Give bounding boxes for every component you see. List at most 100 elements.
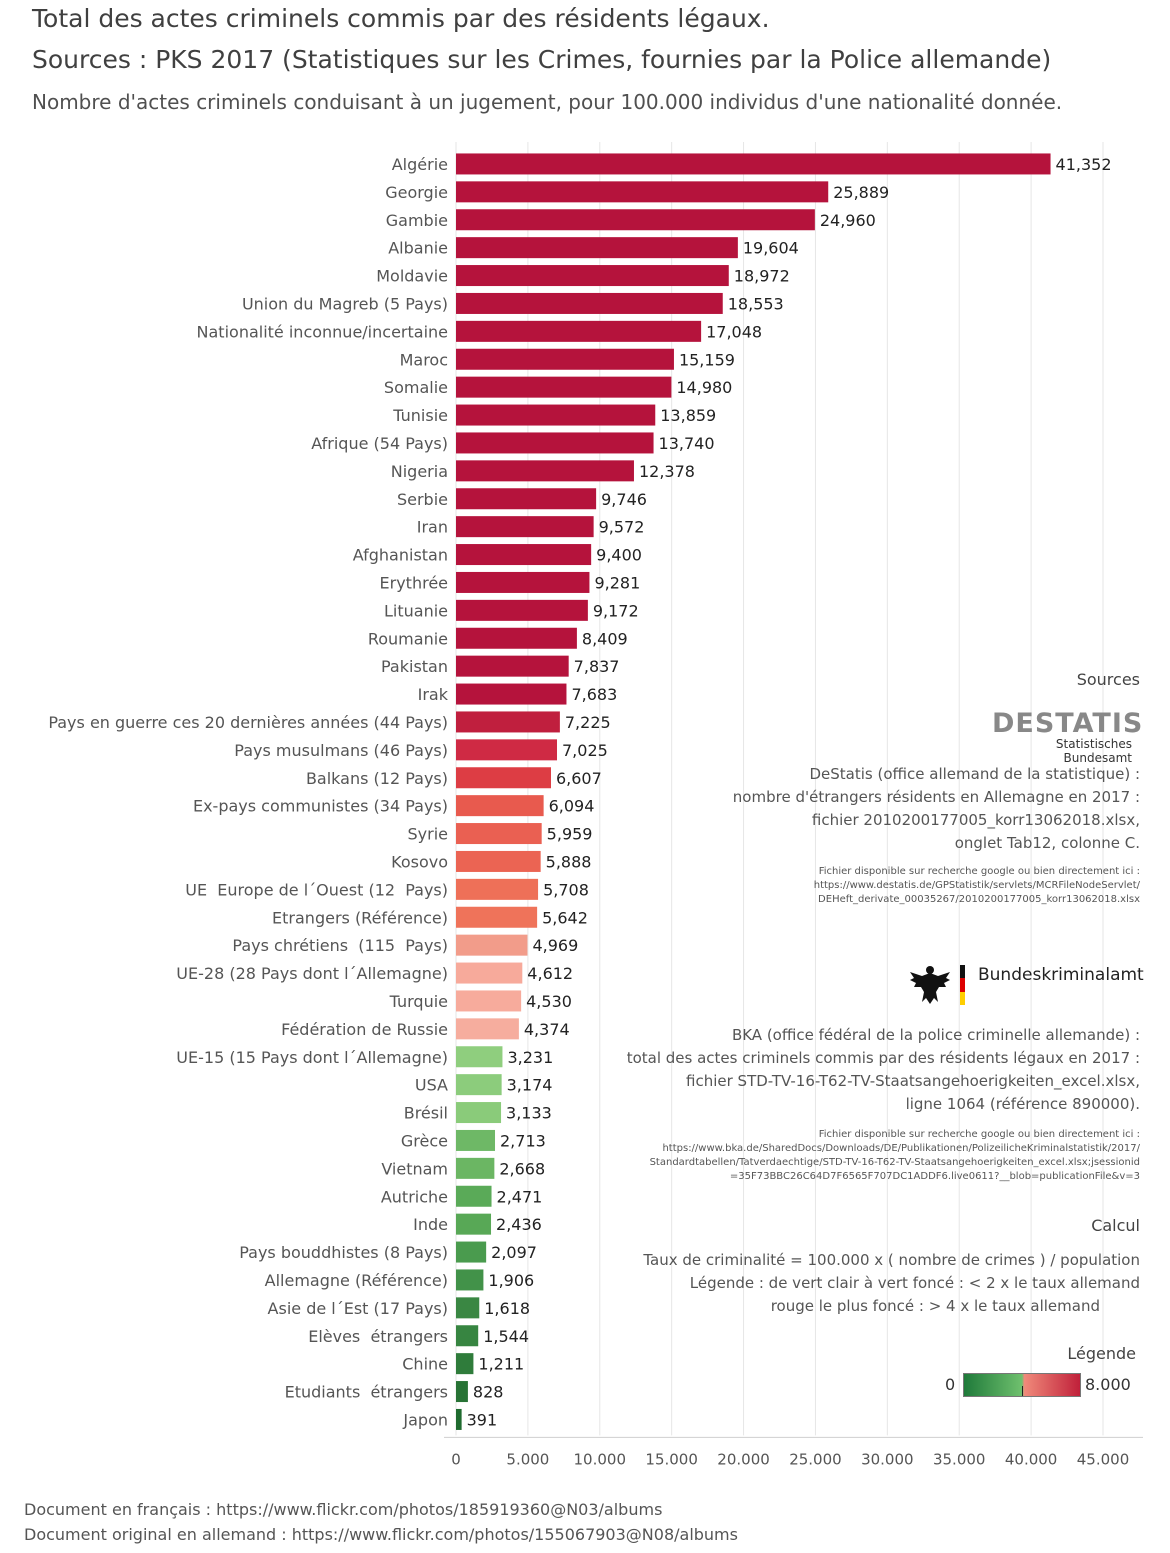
bar xyxy=(456,655,569,677)
legend-min-label: 0 xyxy=(945,1375,956,1394)
bar xyxy=(456,711,560,733)
bar xyxy=(456,237,738,259)
category-label: UE-15 (15 Pays dont l´Allemagne) xyxy=(176,1048,448,1067)
destatis-line: onglet Tab12, colonne C. xyxy=(954,834,1140,852)
bar xyxy=(456,1269,484,1291)
bar-chart: Algérie 41,352 Georgie 25,889 Gambie 24,960 Al… xyxy=(48,142,1143,1490)
category-label: Irak xyxy=(418,685,449,704)
category-label: Gambie xyxy=(386,211,448,230)
category-label: Japon xyxy=(402,1410,448,1429)
destatis-description: DeStatis (office allemand de la statisti… xyxy=(733,763,1140,855)
bka-url[interactable]: https://www.bka.de/SharedDocs/Downloads/… xyxy=(662,1143,1140,1154)
bar xyxy=(456,1325,479,1347)
value-label: 5,708 xyxy=(543,880,589,899)
category-label: Vietnam xyxy=(381,1159,448,1178)
category-label: Balkans (12 Pays) xyxy=(306,769,448,788)
category-label: Elèves étrangers xyxy=(308,1327,448,1346)
bka-line: total des actes criminels commis par des… xyxy=(626,1049,1140,1067)
footer-french-link[interactable]: Document en français : https://www.flick… xyxy=(24,1500,663,1519)
bar xyxy=(456,599,588,621)
bar xyxy=(456,795,544,817)
bka-logo-text: Bundeskriminalamt xyxy=(978,965,1144,985)
value-label: 4,969 xyxy=(532,936,578,955)
value-label: 2,471 xyxy=(497,1187,543,1206)
bar xyxy=(456,209,815,231)
sources-heading: Sources xyxy=(1076,670,1140,689)
value-label: 2,668 xyxy=(499,1159,545,1178)
bar xyxy=(456,934,528,956)
value-label: 17,048 xyxy=(706,322,762,341)
x-tick-label: 25.000 xyxy=(789,1450,842,1468)
footer-german-link[interactable]: Document original en allemand : https://… xyxy=(24,1525,738,1544)
value-label: 3,133 xyxy=(506,1104,552,1123)
category-label: Ex-pays communistes (34 Pays) xyxy=(193,797,448,816)
value-label: 7,683 xyxy=(571,685,617,704)
destatis-logo: DESTATIS Statistisches Bundesamt xyxy=(992,708,1142,765)
calcul-line: Légende : de vert clair à vert foncé : <… xyxy=(689,1274,1140,1292)
value-label: 391 xyxy=(467,1410,498,1429)
destatis-link-note: Fichier disponible sur recherche google … xyxy=(814,865,1140,907)
destatis-line: DeStatis (office allemand de la statisti… xyxy=(809,765,1140,783)
category-label: Asie de l´Est (17 Pays) xyxy=(268,1299,448,1318)
bar xyxy=(456,823,542,845)
category-label: Union du Magreb (5 Pays) xyxy=(242,294,448,313)
bar xyxy=(456,292,723,314)
eagle-icon xyxy=(910,966,950,1004)
value-label: 7,025 xyxy=(562,741,608,760)
value-label: 6,094 xyxy=(549,797,595,816)
value-label: 4,612 xyxy=(527,964,573,983)
bar xyxy=(456,376,672,398)
category-label: Pays chrétiens (115 Pays) xyxy=(232,936,448,955)
bar xyxy=(456,962,523,984)
x-tick-label: 0 xyxy=(451,1450,461,1468)
category-label: Pays en guerre ces 20 dernières années (… xyxy=(48,713,448,732)
value-label: 4,374 xyxy=(524,1020,570,1039)
bar xyxy=(456,1408,462,1430)
value-label: 9,281 xyxy=(594,573,640,592)
value-label: 12,378 xyxy=(639,462,695,481)
bar xyxy=(456,739,558,761)
category-label: Nigeria xyxy=(391,462,448,481)
value-label: 1,906 xyxy=(488,1271,534,1290)
bar xyxy=(456,850,541,872)
bka-url[interactable]: =35F73BBC26C64D7F6565F707DC1ADDF6.live06… xyxy=(729,1171,1140,1182)
value-label: 9,172 xyxy=(593,601,639,620)
bka-line: ligne 1064 (référence 890000). xyxy=(905,1095,1140,1113)
bka-url[interactable]: Standardtabellen/Tatverdaechtige/STD-TV-… xyxy=(649,1157,1140,1168)
value-label: 2,436 xyxy=(496,1215,542,1234)
bar xyxy=(456,571,590,593)
x-tick-label: 20.000 xyxy=(717,1450,770,1468)
value-label: 5,888 xyxy=(546,852,592,871)
x-tick-label: 5.000 xyxy=(506,1450,549,1468)
destatis-small-line: Fichier disponible sur recherche google … xyxy=(818,866,1140,877)
category-label: Pakistan xyxy=(381,657,448,676)
value-label: 9,572 xyxy=(599,518,645,537)
bar xyxy=(456,488,597,510)
value-label: 13,859 xyxy=(660,406,716,425)
bar xyxy=(456,516,594,538)
bka-description: BKA (office fédéral de la police crimine… xyxy=(627,1024,1140,1116)
category-label: Etrangers (Référence) xyxy=(272,908,448,927)
bar xyxy=(456,320,702,342)
bar xyxy=(456,404,656,426)
category-label: Brésil xyxy=(404,1104,448,1123)
destatis-url[interactable]: https://www.destatis.de/GPStatistik/serv… xyxy=(813,880,1140,891)
bar xyxy=(456,1353,474,1375)
bka-link-note: Fichier disponible sur recherche google … xyxy=(650,1128,1140,1184)
bar xyxy=(456,1157,495,1179)
value-label: 8,409 xyxy=(582,629,628,648)
bar xyxy=(456,432,654,454)
category-label: UE-28 (28 Pays dont l´Allemagne) xyxy=(176,964,448,983)
category-label: Lituanie xyxy=(384,601,448,620)
value-label: 4,530 xyxy=(526,992,572,1011)
value-label: 6,607 xyxy=(556,769,602,788)
bar xyxy=(456,153,1051,175)
value-label: 5,642 xyxy=(542,908,588,927)
destatis-url[interactable]: DEHeft_derivate_00035267/2010200177005_k… xyxy=(818,894,1140,905)
bar xyxy=(456,1074,502,1096)
bar xyxy=(456,683,567,705)
bar xyxy=(456,1297,480,1319)
bar xyxy=(456,767,551,789)
bka-line: BKA (office fédéral de la police crimine… xyxy=(731,1026,1140,1044)
category-label: USA xyxy=(415,1076,448,1095)
